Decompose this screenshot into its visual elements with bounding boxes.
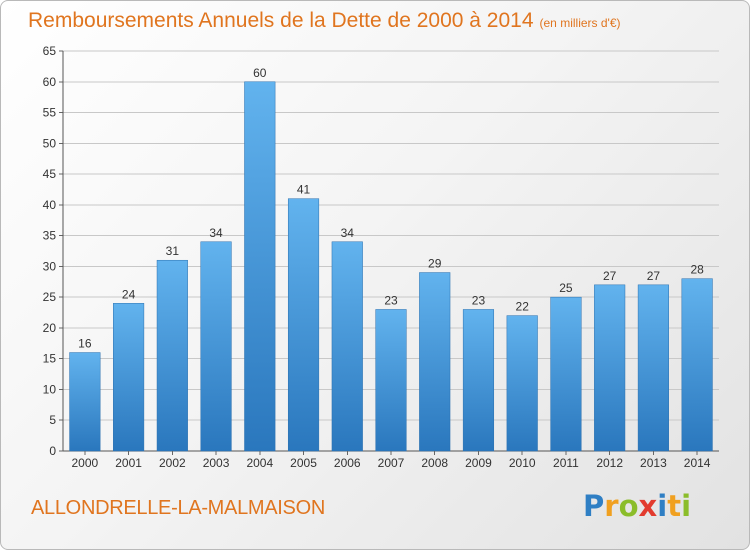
x-tick-label-2014: 2014 xyxy=(684,456,711,470)
x-tick-label-2010: 2010 xyxy=(509,456,536,470)
data-label-2008: 29 xyxy=(428,257,442,271)
bar-2014 xyxy=(681,278,713,452)
x-tick-label-2007: 2007 xyxy=(378,456,405,470)
bar-2005 xyxy=(287,198,320,452)
chart-title: Remboursements Annuels de la Dette de 20… xyxy=(28,9,621,33)
x-tick-label-2000: 2000 xyxy=(72,456,99,470)
data-label-2006: 34 xyxy=(341,226,355,240)
x-tick-label-2011: 2011 xyxy=(553,456,579,470)
logo-letter: t xyxy=(667,489,682,523)
x-tick-label-2006: 2006 xyxy=(334,456,361,470)
logo-letter: i xyxy=(681,489,692,523)
x-tick-label-2009: 2009 xyxy=(465,456,492,470)
y-tick-label: 40 xyxy=(43,198,57,212)
logo-letter: x xyxy=(638,489,658,523)
bar-2010 xyxy=(506,315,538,452)
data-label-2009: 23 xyxy=(472,293,486,307)
data-label-2007: 23 xyxy=(384,293,398,307)
chart-subtitle: (en milliers d'€) xyxy=(539,16,621,30)
y-tick-label: 20 xyxy=(43,321,57,335)
data-label-2014: 28 xyxy=(690,263,704,277)
y-tick-label: 50 xyxy=(43,136,57,150)
bar-2011 xyxy=(550,296,582,452)
bar-2008 xyxy=(419,272,451,452)
data-label-2001: 24 xyxy=(122,287,136,301)
logo-letter: o xyxy=(618,489,639,523)
data-label-2013: 27 xyxy=(647,269,661,283)
chart-title-text: Remboursements Annuels de la Dette de 20… xyxy=(28,9,534,32)
y-tick-label: 15 xyxy=(43,352,57,366)
bar-2007 xyxy=(375,309,407,452)
data-label-2004: 60 xyxy=(253,66,267,80)
x-tick-label-2012: 2012 xyxy=(596,456,623,470)
y-tick-label: 60 xyxy=(43,75,57,89)
city-name: ALLONDRELLE-LA-MALMAISON xyxy=(31,497,326,519)
x-tick-label-2003: 2003 xyxy=(203,456,230,470)
bar-2000 xyxy=(69,352,101,452)
x-tick-label-2013: 2013 xyxy=(640,456,667,470)
y-tick-label: 30 xyxy=(43,259,57,273)
bar-2002 xyxy=(156,259,188,452)
bar-2004 xyxy=(244,81,276,452)
data-label-2011: 25 xyxy=(559,281,573,295)
bar-2006 xyxy=(331,241,363,452)
x-tick-label-2008: 2008 xyxy=(421,456,448,470)
y-tick-label: 45 xyxy=(43,167,57,181)
data-label-2005: 41 xyxy=(297,183,311,197)
y-tick-label: 55 xyxy=(43,106,57,120)
proxiti-logo[interactable]: Proxiti xyxy=(583,489,691,523)
logo-letter: P xyxy=(583,489,605,523)
bar-2012 xyxy=(594,284,626,452)
data-label-2000: 16 xyxy=(78,337,92,351)
bar-2003 xyxy=(200,241,232,452)
bar-2009 xyxy=(462,309,495,452)
data-label-2002: 31 xyxy=(166,244,180,258)
data-label-2003: 34 xyxy=(209,226,223,240)
x-tick-label-2005: 2005 xyxy=(290,456,317,470)
data-label-2012: 27 xyxy=(603,269,617,283)
x-tick-label-2002: 2002 xyxy=(159,456,186,470)
bar-2013 xyxy=(637,284,669,452)
x-tick-label-2001: 2001 xyxy=(115,456,142,470)
bar-2001 xyxy=(113,303,145,452)
y-tick-label: 0 xyxy=(49,444,56,458)
data-label-2010: 22 xyxy=(516,300,530,314)
y-tick-label: 5 xyxy=(49,413,56,427)
logo-letter: r xyxy=(604,489,619,523)
y-tick-label: 25 xyxy=(43,290,57,304)
y-tick-label: 10 xyxy=(43,382,57,396)
y-tick-label: 65 xyxy=(43,44,57,58)
x-tick-label-2004: 2004 xyxy=(246,456,273,470)
logo-letter: i xyxy=(657,489,668,523)
y-tick-label: 35 xyxy=(43,229,57,243)
